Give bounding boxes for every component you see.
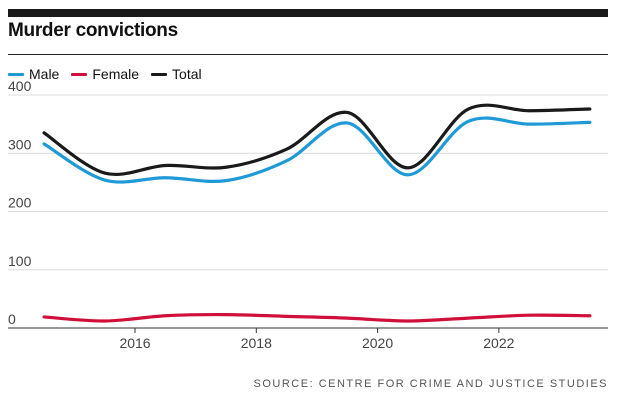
- x-tick-label-2022: 2022: [483, 335, 514, 351]
- y-tick-label-200: 200: [8, 195, 32, 211]
- x-tick-label-2016: 2016: [119, 335, 150, 351]
- chart-title: Murder convictions: [8, 20, 178, 41]
- legend-swatch-total: [151, 72, 168, 76]
- y-tick-label-300: 300: [8, 136, 32, 152]
- y-tick-label-400: 400: [8, 78, 32, 94]
- series-line-female: [42, 312, 592, 323]
- legend-swatch-female: [71, 72, 88, 76]
- legend-item-female: Female: [71, 66, 139, 82]
- legend-label-male: Male: [29, 66, 60, 82]
- series-line-male: [42, 116, 592, 184]
- legend-label-female: Female: [92, 66, 140, 82]
- source-note: SOURCE: CENTRE FOR CRIME AND JUSTICE STU…: [253, 378, 608, 390]
- x-tick-label-2018: 2018: [241, 335, 272, 351]
- legend-item-total: Total: [151, 66, 202, 82]
- title-rule: [8, 54, 608, 55]
- legend-item-male: Male: [8, 66, 59, 82]
- x-tick-label-2020: 2020: [362, 335, 393, 351]
- legend: Male Female Total: [8, 66, 202, 82]
- y-tick-label-0: 0: [8, 311, 16, 327]
- top-rule: [8, 9, 608, 17]
- series-line-total: [42, 103, 592, 177]
- legend-label-total: Total: [172, 66, 202, 82]
- legend-swatch-male: [8, 72, 24, 76]
- y-tick-label-100: 100: [8, 253, 32, 269]
